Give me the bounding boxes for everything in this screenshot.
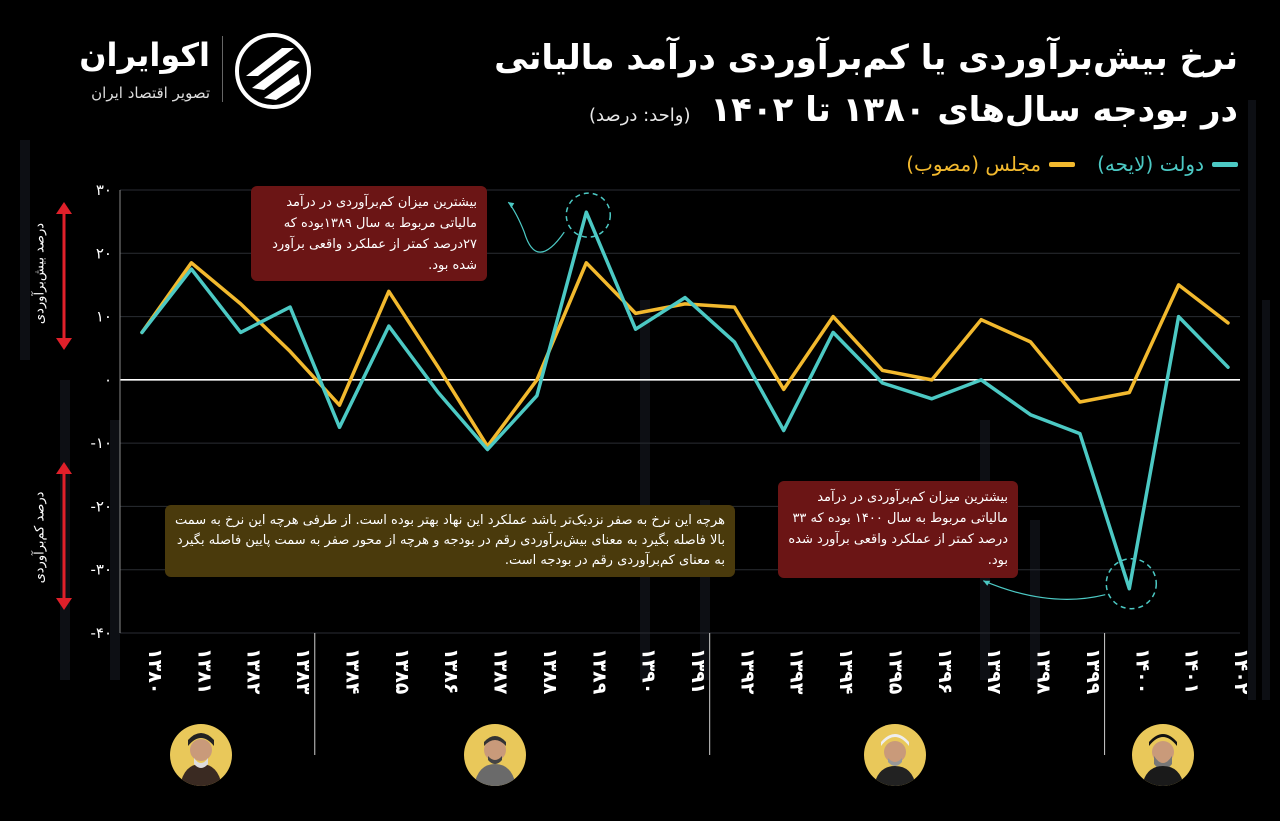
x-tick-label: ۱۳۹۷: [983, 648, 1005, 695]
over-arrow-head-top: [56, 202, 72, 214]
y-tick-label: ۱۰: [96, 308, 112, 326]
note-explanation: هرچه این نرخ به صفر نزدیک‌تر باشد عملکرد…: [165, 505, 735, 577]
highlight-circle-1400: [1105, 557, 1158, 610]
x-tick-label: ۱۴۰۱: [1181, 648, 1203, 694]
logo-divider: [222, 36, 223, 102]
brand-name: اکوایران: [79, 36, 210, 74]
x-tick-label: ۱۳۹۲: [736, 648, 758, 695]
chart-title: نرخ بیش‌برآوردی یا کم‌برآوردی درآمد مالی…: [494, 38, 1238, 78]
overestimate-axis-label: درصد بیش‌برآوردی: [32, 222, 48, 325]
connector-1389-head: [508, 202, 515, 209]
legend-swatch-government: [1212, 161, 1238, 167]
x-tick-label: ۱۳۹۵: [884, 648, 906, 695]
brand-logo: اکوایران تصویر اقتصاد ایران: [50, 30, 320, 110]
x-tick-label: ۱۳۸۰: [144, 648, 166, 694]
y-tick-label: ۰: [104, 371, 112, 389]
x-tick-label: ۱۳۸۸: [539, 648, 561, 695]
legend-label-parliament: مجلس (مصوب): [906, 152, 1042, 176]
chart-legend: دولت (لایحه) مجلس (مصوب): [906, 152, 1238, 176]
x-tick-label: ۱۳۹۱: [687, 648, 709, 694]
x-tick-label: ۱۳۸۵: [391, 648, 413, 695]
chart-subtitle-text: در بودجه سال‌های ۱۳۸۰ تا ۱۴۰۲: [710, 90, 1238, 130]
x-tick-label: ۱۳۹۰: [638, 648, 660, 694]
connector-1400: [983, 580, 1106, 600]
x-tick-label: ۱۴۰۰: [1131, 648, 1153, 694]
under-arrow-head-top: [56, 462, 72, 474]
legend-item-parliament: مجلس (مصوب): [906, 152, 1076, 176]
avatar-president-2: [464, 724, 526, 786]
chart-subtitle: در بودجه سال‌های ۱۳۸۰ تا ۱۴۰۲ (واحد: درص…: [589, 90, 1238, 130]
avatar-president-1: [170, 724, 232, 786]
x-tick-label: ۱۳۹۳: [786, 648, 808, 695]
y-tick-label: -۳۰: [90, 561, 112, 579]
highlight-circle-1389: [565, 192, 612, 238]
x-tick-label: ۱۳۹۹: [1082, 648, 1104, 695]
x-tick-label: ۱۳۸۹: [588, 648, 610, 695]
connector-1389: [507, 201, 565, 253]
series-line-parliament: [140, 261, 1230, 449]
y-tick-label: -۲۰: [90, 497, 112, 515]
avatar-president-4: [1132, 724, 1194, 786]
legend-label-government: دولت (لایحه): [1097, 152, 1204, 176]
x-tick-label: ۱۳۸۳: [292, 648, 314, 695]
x-tick-label: ۱۳۸۱: [193, 648, 215, 694]
under-arrow-head-bottom: [56, 598, 72, 610]
x-tick-label: ۱۳۸۴: [341, 648, 363, 694]
y-tick-label: -۱۰: [90, 434, 112, 452]
y-tick-label: ۲۰: [96, 244, 112, 262]
avatar-president-3: [864, 724, 926, 786]
connector-1400-head: [983, 580, 991, 586]
brand-mark-icon: [235, 33, 311, 109]
x-tick-label: ۱۳۸۷: [490, 648, 512, 695]
over-arrow-head-bottom: [56, 338, 72, 350]
x-tick-label: ۱۳۸۶: [440, 648, 462, 694]
brand-tagline: تصویر اقتصاد ایران: [91, 84, 210, 102]
x-tick-label: ۱۳۹۴: [835, 648, 857, 694]
note-max-under-1389: بیشترین میزان کم‌برآوردی در درآمد مالیات…: [251, 186, 487, 281]
x-tick-label: ۱۳۹۸: [1033, 648, 1055, 695]
x-tick-label: ۱۳۸۲: [243, 648, 265, 695]
legend-swatch-parliament: [1049, 161, 1076, 167]
x-tick-label: ۱۴۰۲: [1230, 648, 1252, 695]
x-tick-label: ۱۳۹۶: [934, 648, 956, 694]
legend-item-government: دولت (لایحه): [1097, 152, 1238, 176]
note-max-under-1400: بیشترین میزان کم‌برآوردی در درآمد مالیات…: [778, 481, 1018, 578]
underestimate-axis-label: درصد کم‌برآوردی: [32, 491, 48, 584]
series-line-government: [140, 210, 1230, 591]
y-tick-label: ۳۰: [96, 181, 112, 199]
y-tick-label: -۴۰: [90, 624, 112, 642]
chart-unit: (واحد: درصد): [588, 105, 691, 126]
